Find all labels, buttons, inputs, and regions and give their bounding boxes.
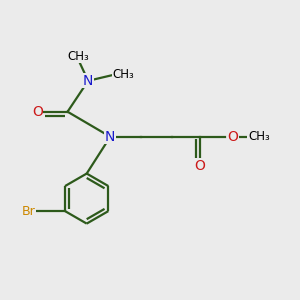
Text: N: N [105, 130, 116, 144]
Text: CH₃: CH₃ [67, 50, 89, 63]
Text: Br: Br [22, 205, 36, 218]
Text: CH₃: CH₃ [248, 130, 270, 143]
Text: O: O [227, 130, 238, 144]
Text: N: N [83, 74, 93, 88]
Text: O: O [32, 105, 43, 119]
Text: CH₃: CH₃ [112, 68, 134, 81]
Text: O: O [195, 159, 206, 172]
